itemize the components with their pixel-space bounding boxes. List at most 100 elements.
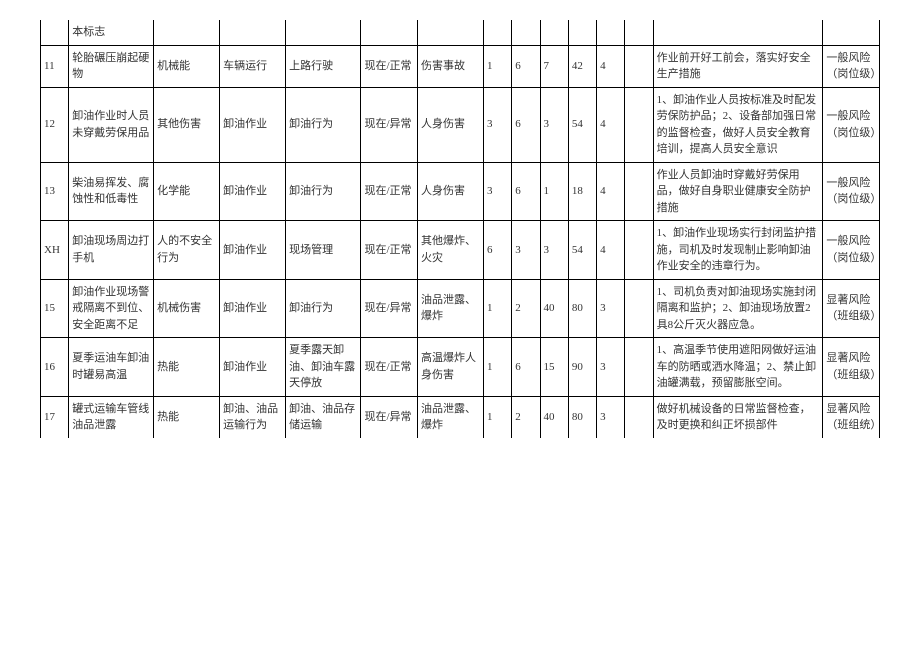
table-row: 17罐式运输车管线油品泄露热能卸油、油品运输行为卸油、油品存储运输现在/异常油品… (41, 396, 880, 438)
cell-num: 12 (41, 87, 69, 162)
cell-risk: 显著风险（班组级） (823, 338, 880, 397)
cell-hazard: 罐式运输车管线油品泄露 (69, 396, 154, 438)
table-row: 12卸油作业时人员未穿戴劳保用品其他伤害卸油作业卸油行为现在/异常人身伤害363… (41, 87, 880, 162)
cell-cons (418, 20, 484, 45)
cell-num: 11 (41, 45, 69, 87)
cell-act2: 夏季露天卸油、卸油车露天停放 (286, 338, 361, 397)
table-row: 15卸油作业现场警戒隔离不到位、安全距离不足机械伤害卸油作业卸油行为现在/异常油… (41, 279, 880, 338)
cell-n2: 6 (512, 162, 540, 221)
cell-num: 13 (41, 162, 69, 221)
cell-hazard: 卸油作业时人员未穿戴劳保用品 (69, 87, 154, 162)
cell-n4: 42 (568, 45, 596, 87)
cell-measure: 1、高温季节使用遮阳网做好运油车的防晒或洒水降温；2、禁止卸油罐满载，预留膨胀空… (653, 338, 823, 397)
cell-energy: 其他伤害 (154, 87, 220, 162)
cell-state: 现在/正常 (361, 338, 418, 397)
cell-energy: 机械伤害 (154, 279, 220, 338)
cell-cons: 人身伤害 (418, 162, 484, 221)
cell-n5: 4 (597, 162, 625, 221)
cell-cons: 高温爆炸人身伤害 (418, 338, 484, 397)
cell-n3 (540, 20, 568, 45)
cell-hazard: 夏季运油车卸油时罐易高温 (69, 338, 154, 397)
cell-n2: 6 (512, 87, 540, 162)
cell-risk (823, 20, 880, 45)
cell-blank (625, 396, 653, 438)
cell-risk: 显著风险（班组统） (823, 396, 880, 438)
cell-state: 现在/异常 (361, 87, 418, 162)
cell-state: 现在/正常 (361, 221, 418, 280)
table-row: 13柴油易挥发、腐蚀性和低毒性化学能卸油作业卸油行为现在/正常人身伤害36118… (41, 162, 880, 221)
cell-risk: 一般风险（岗位级） (823, 45, 880, 87)
cell-n1: 3 (484, 162, 512, 221)
cell-blank (625, 221, 653, 280)
cell-act2: 卸油行为 (286, 279, 361, 338)
table-body: 本标志11轮胎碾压崩起硬物机械能车辆运行上路行驶现在/正常伤害事故167424作… (41, 20, 880, 438)
cell-act1: 卸油作业 (220, 279, 286, 338)
cell-num (41, 20, 69, 45)
cell-n4: 90 (568, 338, 596, 397)
cell-n5: 3 (597, 338, 625, 397)
cell-act1: 卸油作业 (220, 221, 286, 280)
risk-assessment-table: 本标志11轮胎碾压崩起硬物机械能车辆运行上路行驶现在/正常伤害事故167424作… (40, 20, 880, 438)
cell-n2: 3 (512, 221, 540, 280)
cell-blank (625, 162, 653, 221)
cell-state: 现在/正常 (361, 45, 418, 87)
cell-energy: 热能 (154, 396, 220, 438)
cell-n3: 1 (540, 162, 568, 221)
cell-energy (154, 20, 220, 45)
cell-n5: 4 (597, 87, 625, 162)
cell-hazard: 卸油现场周边打手机 (69, 221, 154, 280)
cell-hazard: 本标志 (69, 20, 154, 45)
cell-blank (625, 279, 653, 338)
cell-n1: 1 (484, 279, 512, 338)
cell-act1: 卸油作业 (220, 162, 286, 221)
cell-state (361, 20, 418, 45)
cell-state: 现在/正常 (361, 162, 418, 221)
cell-act2: 卸油行为 (286, 162, 361, 221)
cell-n1: 6 (484, 221, 512, 280)
cell-n3: 3 (540, 221, 568, 280)
cell-n5: 3 (597, 396, 625, 438)
cell-cons: 油品泄露、爆炸 (418, 396, 484, 438)
cell-n5 (597, 20, 625, 45)
cell-n3: 3 (540, 87, 568, 162)
cell-n4: 80 (568, 279, 596, 338)
cell-n5: 4 (597, 221, 625, 280)
cell-num: XH (41, 221, 69, 280)
cell-num: 15 (41, 279, 69, 338)
cell-n5: 4 (597, 45, 625, 87)
cell-measure: 1、司机负责对卸油现场实施封闭隔离和监护；2、卸油现场放置2具8公斤灭火器应急。 (653, 279, 823, 338)
cell-n1: 1 (484, 338, 512, 397)
cell-n2: 6 (512, 338, 540, 397)
cell-n2: 2 (512, 396, 540, 438)
cell-hazard: 柴油易挥发、腐蚀性和低毒性 (69, 162, 154, 221)
cell-blank (625, 45, 653, 87)
cell-n5: 3 (597, 279, 625, 338)
cell-risk: 一般风险（岗位级） (823, 221, 880, 280)
cell-n2 (512, 20, 540, 45)
cell-act2: 卸油行为 (286, 87, 361, 162)
table-row: 16夏季运油车卸油时罐易高温热能卸油作业夏季露天卸油、卸油车露天停放现在/正常高… (41, 338, 880, 397)
cell-n2: 6 (512, 45, 540, 87)
cell-act2: 卸油、油品存储运输 (286, 396, 361, 438)
cell-n4: 18 (568, 162, 596, 221)
cell-cons: 油品泄露、爆炸 (418, 279, 484, 338)
cell-risk: 一般风险（岗位级） (823, 162, 880, 221)
table-row: 本标志 (41, 20, 880, 45)
table-row: 11轮胎碾压崩起硬物机械能车辆运行上路行驶现在/正常伤害事故167424作业前开… (41, 45, 880, 87)
cell-cons: 人身伤害 (418, 87, 484, 162)
cell-cons: 其他爆炸、火灾 (418, 221, 484, 280)
cell-act1: 卸油作业 (220, 338, 286, 397)
cell-blank (625, 338, 653, 397)
cell-measure (653, 20, 823, 45)
cell-measure: 1、卸油作业现场实行封闭监护措施，司机及时发现制止影响卸油作业安全的违章行为。 (653, 221, 823, 280)
cell-act2 (286, 20, 361, 45)
cell-risk: 一般风险（岗位级） (823, 87, 880, 162)
cell-n4: 54 (568, 221, 596, 280)
cell-num: 17 (41, 396, 69, 438)
cell-num: 16 (41, 338, 69, 397)
cell-blank (625, 87, 653, 162)
cell-measure: 1、卸油作业人员按标准及时配发劳保防护品；2、设备部加强日常的监督检查，做好人员… (653, 87, 823, 162)
cell-energy: 化学能 (154, 162, 220, 221)
cell-risk: 显著风险（班组级） (823, 279, 880, 338)
cell-energy: 热能 (154, 338, 220, 397)
